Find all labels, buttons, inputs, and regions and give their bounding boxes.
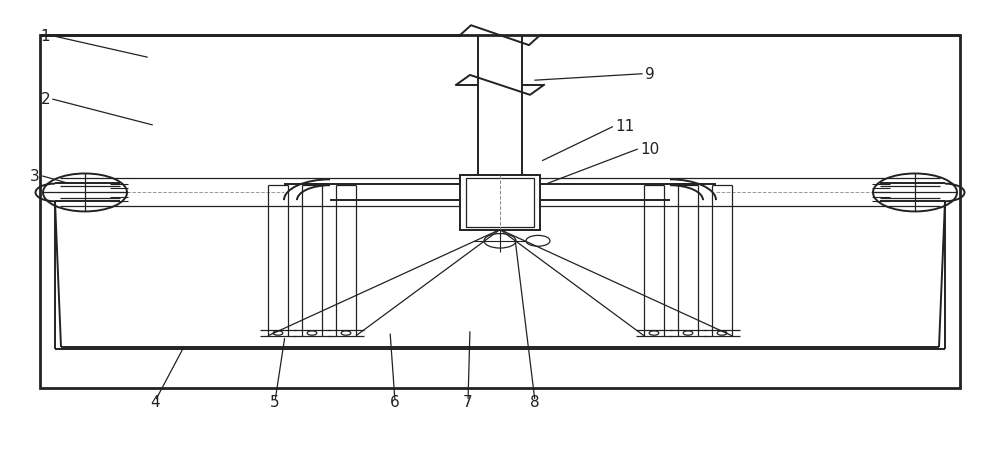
Text: 8: 8 xyxy=(530,394,540,409)
Bar xyxy=(460,176,540,230)
Text: 3: 3 xyxy=(30,168,40,184)
Text: 7: 7 xyxy=(463,394,473,409)
Text: 1: 1 xyxy=(40,28,50,44)
Bar xyxy=(40,36,960,388)
Text: 6: 6 xyxy=(390,394,400,409)
Text: 9: 9 xyxy=(645,67,655,82)
Text: 11: 11 xyxy=(615,119,634,134)
Text: 4: 4 xyxy=(150,394,160,409)
Text: 5: 5 xyxy=(270,394,280,409)
Text: 10: 10 xyxy=(640,141,659,156)
Text: 2: 2 xyxy=(40,92,50,107)
Bar xyxy=(466,179,534,227)
